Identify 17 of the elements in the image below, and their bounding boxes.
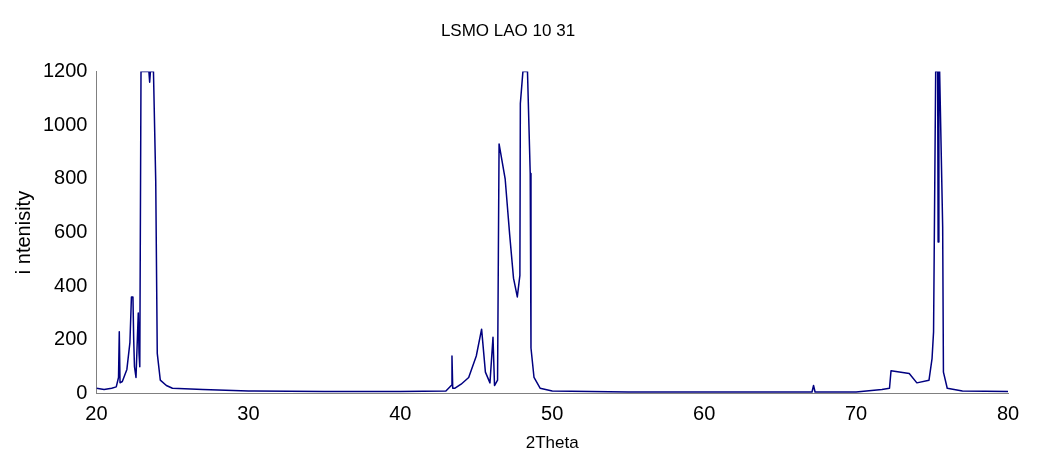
x-tick-label: 20 [85,402,108,425]
y-tick-label: 400 [54,273,88,296]
x-tick-label: 50 [541,402,564,425]
x-tick-label: 80 [996,402,1020,425]
y-tick-label: 0 [76,381,88,404]
y-tick-label: 1000 [42,112,88,135]
x-tick-label: 60 [693,402,716,425]
y-tick-label: 600 [54,220,88,243]
x-axis-title: 2Theta [525,433,580,453]
y-tick-label: 800 [54,166,88,189]
x-tick-label: 40 [389,402,412,425]
y-tick-label: 1200 [42,58,88,81]
x-tick-label: 70 [844,402,868,425]
chart-title: LSMO LAO 10 31 [440,20,576,40]
y-tick-label: 200 [54,327,88,350]
y-axis-title: i ntenisity [11,190,34,275]
x-tick-label: 30 [237,402,260,425]
